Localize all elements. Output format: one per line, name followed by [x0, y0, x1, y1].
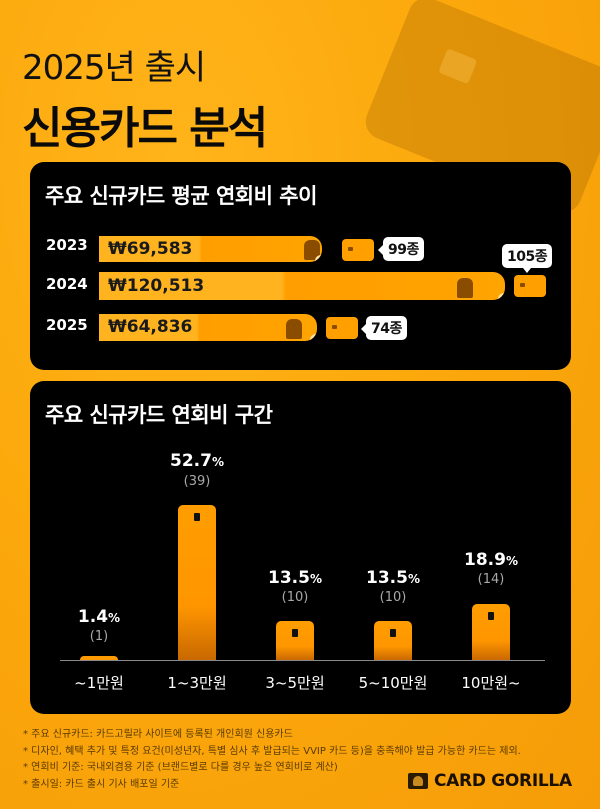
fee-amount: ₩64,836 — [108, 317, 193, 337]
footnotes: * 주요 신규카드: 카드고릴라 사이트에 등록된 개인회원 신용카드 * 디자… — [23, 727, 521, 793]
card-chip-icon — [194, 513, 200, 521]
count-label: (10) — [281, 590, 309, 605]
annual-fee-trend-panel: 주요 신규카드 평균 연회비 추이 2023 ₩69,583 99종 2024 … — [30, 162, 571, 370]
count-bubble-2023: 99종 — [378, 237, 424, 261]
folded-corner-icon — [498, 293, 505, 300]
page-subtitle: 2025년 출시 — [22, 48, 206, 88]
silhouette-icon — [304, 240, 320, 260]
footnote: * 주요 신규카드: 카드고릴라 사이트에 등록된 개인회원 신용카드 — [23, 729, 293, 740]
brand-name: CARD GORILLA — [434, 771, 572, 791]
pct-value: 13.5 — [268, 568, 310, 588]
silhouette-icon — [457, 278, 473, 298]
card-icon — [326, 317, 358, 339]
pct-value: 13.5 — [366, 568, 408, 588]
pct-unit: % — [505, 554, 518, 568]
footnote: * 출시일: 카드 출시 기사 배포일 기준 — [23, 778, 180, 790]
count-label: (10) — [379, 590, 407, 605]
pct-label: 18.9% — [441, 550, 541, 570]
range-bar-5 — [472, 604, 510, 660]
card-chip-icon — [488, 612, 494, 620]
card-icon — [342, 239, 374, 261]
silhouette-icon — [286, 319, 302, 339]
range-bar-1 — [80, 656, 118, 660]
range-bar-3 — [276, 621, 314, 660]
pct-unit: % — [407, 572, 420, 586]
folded-corner-icon — [315, 255, 322, 262]
panel-title: 주요 신규카드 연회비 구간 — [45, 403, 273, 427]
category-label: ~1만원 — [74, 674, 124, 692]
pct-label: 1.4% — [49, 607, 149, 627]
fee-amount: ₩120,513 — [108, 276, 205, 296]
card-chip-icon — [438, 48, 478, 85]
footnote: * 디자인, 혜택 추가 및 특정 요건(미성년자, 특별 심사 후 발급되는 … — [23, 745, 521, 757]
folded-corner-icon — [310, 334, 317, 341]
fee-amount: ₩69,583 — [108, 239, 193, 259]
range-bar-2 — [178, 505, 216, 660]
pct-value: 52.7 — [170, 451, 212, 471]
panel-title: 주요 신규카드 평균 연회비 추이 — [45, 184, 317, 208]
category-label: 1~3만원 — [167, 674, 227, 692]
pct-unit: % — [108, 611, 121, 625]
pct-unit: % — [309, 572, 322, 586]
gorilla-icon — [408, 773, 428, 789]
count-label: (39) — [183, 474, 211, 489]
x-axis-baseline — [60, 660, 545, 661]
annual-fee-range-panel: 주요 신규카드 연회비 구간 1.4% (1) 52.7% (39) 13.5%… — [30, 381, 571, 714]
card-chip-icon — [292, 629, 298, 637]
fee-bar-2023: ₩69,583 — [99, 236, 322, 262]
pct-label: 13.5% — [245, 568, 345, 588]
category-label: 10만원~ — [461, 674, 521, 692]
year-label-2025: 2025 — [46, 316, 88, 334]
category-label: 5~10만원 — [358, 674, 428, 692]
count-bubble-2025: 74종 — [361, 316, 407, 340]
category-label: 3~5만원 — [265, 674, 325, 692]
fee-bar-2025: ₩64,836 — [99, 314, 317, 341]
pct-label: 13.5% — [343, 568, 443, 588]
pct-value: 18.9 — [464, 550, 506, 570]
brand-logo: CARD GORILLA — [408, 771, 572, 791]
fee-bar-2024: ₩120,513 — [99, 272, 505, 300]
year-label-2024: 2024 — [46, 275, 88, 293]
pct-label: 52.7% — [147, 451, 247, 471]
count-label: (1) — [89, 629, 109, 644]
pct-unit: % — [211, 455, 224, 469]
range-bar-4 — [374, 621, 412, 660]
footnote: * 연회비 기준: 국내외겸용 기준 (브랜드별로 다를 경우 높은 연회비로 … — [23, 762, 338, 773]
card-icon — [514, 275, 546, 297]
count-label: (14) — [477, 572, 505, 587]
pct-value: 1.4 — [77, 607, 109, 627]
page-title: 신용카드 분석 — [22, 103, 268, 154]
card-chip-icon — [390, 629, 396, 637]
count-bubble-2024: 105종 — [502, 244, 553, 273]
year-label-2023: 2023 — [46, 236, 88, 254]
